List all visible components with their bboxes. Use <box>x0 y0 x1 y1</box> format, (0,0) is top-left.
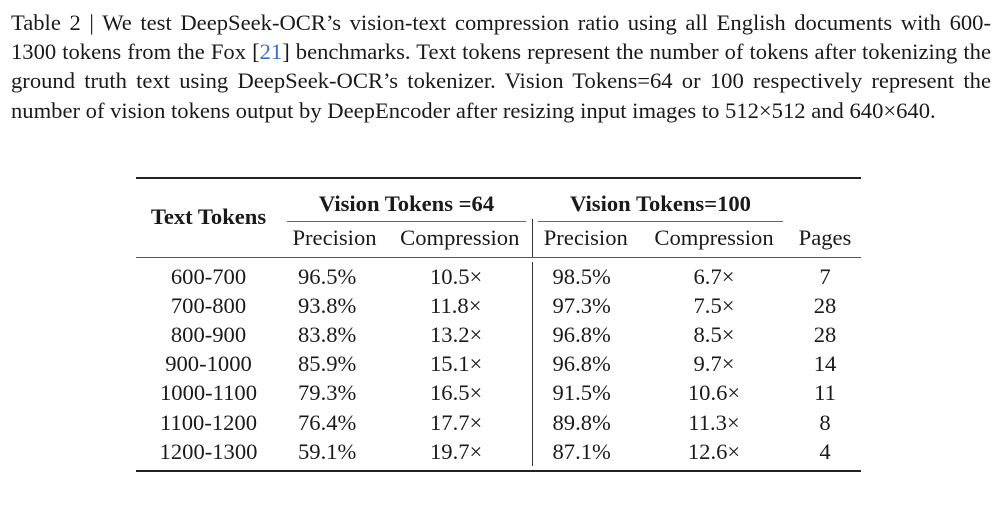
group-label-vision-100: Vision Tokens=100 <box>570 191 751 216</box>
bottom-rule <box>136 470 861 473</box>
cell-precision-100: 97.3% <box>531 291 639 321</box>
table-caption: Table 2 | We test DeepSeek-OCR’s vision-… <box>11 8 991 125</box>
header-text-tokens: Text Tokens <box>150 204 267 229</box>
cell-compression-100: 11.3× <box>688 409 740 435</box>
cell-compression-64: 17.7× <box>430 409 483 435</box>
header-spacer <box>789 179 861 219</box>
compression-table: Text Tokens Vision Tokens =64 Vision Tok… <box>136 179 861 257</box>
cell-compression-100: 6.7× <box>693 263 735 289</box>
group-underline <box>287 221 526 222</box>
cell-precision-100: 87.1% <box>531 437 639 467</box>
table-row: 1000-1100 79.3% 16.5× 91.5% 10.6× 11 <box>136 378 861 408</box>
cell-text-tokens: 600-700 <box>170 263 247 289</box>
header-sub-row: Precision Compression Precision Compress… <box>136 219 861 257</box>
cell-compression-100: 12.6× <box>687 438 741 464</box>
cell-precision-64: 85.9% <box>298 351 357 377</box>
header-group-vision-100: Vision Tokens=100 <box>532 179 789 222</box>
cell-compression-64: 15.1× <box>430 351 483 377</box>
cell-precision-64: 59.1% <box>298 438 357 464</box>
cell-compression-100: 8.5× <box>693 321 735 347</box>
cell-precision-64: 83.8% <box>298 321 357 347</box>
caption-text-part2: ] benchmarks. Text tokens represent the … <box>11 39 991 123</box>
table-row: 700-800 93.8% 11.8× 97.3% 7.5× 28 <box>136 291 861 321</box>
cell-pages: 28 <box>813 321 837 347</box>
cell-text-tokens: 800-900 <box>170 321 247 347</box>
cell-compression-100: 10.6× <box>687 380 741 406</box>
header-group-vision-64: Vision Tokens =64 <box>281 179 532 222</box>
header-pages: Pages <box>798 225 852 250</box>
cell-compression-100: 9.7× <box>693 351 735 377</box>
cell-pages: 4 <box>819 438 831 464</box>
cell-compression-64: 16.5× <box>430 380 483 406</box>
cell-precision-100: 98.5% <box>531 262 639 292</box>
cell-text-tokens: 700-800 <box>170 292 247 318</box>
cell-precision-64: 79.3% <box>298 380 357 406</box>
table-row: 1100-1200 76.4% 17.7× 89.8% 11.3× 8 <box>136 407 861 438</box>
cell-pages: 11 <box>814 380 836 406</box>
cell-compression-64: 19.7× <box>430 438 483 464</box>
cell-pages: 14 <box>813 351 837 377</box>
group-label-vision-64: Vision Tokens =64 <box>318 191 495 216</box>
caption-text-part1: We test DeepSeek-OCR’s vision-text compr… <box>11 10 991 65</box>
top-rule <box>136 177 861 179</box>
cell-precision-64: 93.8% <box>298 292 357 318</box>
header-group-row: Text Tokens Vision Tokens =64 Vision Tok… <box>136 179 861 229</box>
compression-table-body: 600-700 96.5% 10.5× 98.5% 6.7× 7 700-800… <box>136 262 861 467</box>
cell-compression-64: 13.2× <box>430 321 483 347</box>
cell-text-tokens: 900-1000 <box>165 351 252 377</box>
cell-text-tokens: 1000-1100 <box>159 380 258 406</box>
cell-pages: 8 <box>819 409 831 435</box>
group-underline <box>538 221 783 222</box>
cell-pages: 28 <box>813 292 837 318</box>
cell-precision-100: 89.8% <box>531 407 639 438</box>
table-row: 800-900 83.8% 13.2× 96.8% 8.5× 28 <box>136 320 861 350</box>
cell-compression-64: 10.5× <box>430 263 483 289</box>
cell-pages: 7 <box>819 263 831 289</box>
caption-separator: | <box>80 10 103 35</box>
table-row: 900-1000 85.9% 15.1× 96.8% 9.7× 14 <box>136 349 861 379</box>
table-row: 600-700 96.5% 10.5× 98.5% 6.7× 7 <box>136 262 861 292</box>
cell-precision-64: 76.4% <box>298 409 357 435</box>
table-label: Table 2 <box>11 10 81 35</box>
cell-text-tokens: 1200-1300 <box>159 438 258 464</box>
header-compression-100: Compression <box>654 225 774 250</box>
citation-link[interactable]: 21 <box>259 39 283 65</box>
mid-rule <box>136 257 861 258</box>
cell-text-tokens: 1100-1200 <box>159 409 258 435</box>
results-table: Text Tokens Vision Tokens =64 Vision Tok… <box>136 177 861 473</box>
header-compression-64: Compression <box>400 225 520 250</box>
table-row: 1200-1300 59.1% 19.7× 87.1% 12.6× 4 <box>136 437 861 467</box>
cell-compression-100: 7.5× <box>693 292 735 318</box>
header-precision-64: Precision <box>292 225 377 250</box>
cell-precision-100: 96.8% <box>531 349 639 379</box>
cell-precision-100: 96.8% <box>531 320 639 350</box>
cell-precision-64: 96.5% <box>298 263 357 289</box>
cell-precision-100: 91.5% <box>531 378 639 408</box>
cell-compression-64: 11.8× <box>430 292 482 318</box>
header-precision-100: Precision <box>531 219 639 257</box>
